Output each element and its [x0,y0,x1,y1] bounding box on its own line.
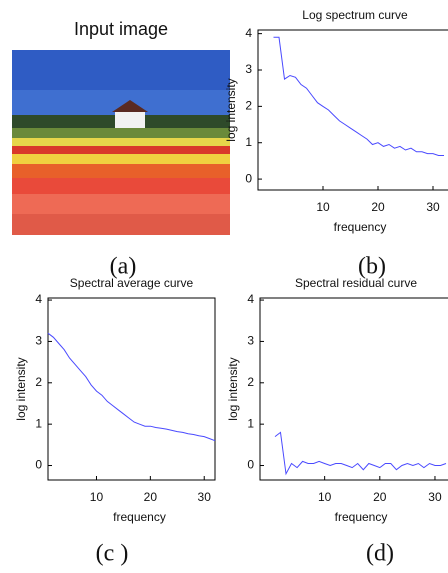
y-tick-label: 0 [245,171,252,185]
data-line [274,37,445,155]
image-title: Input image [74,19,168,39]
y-tick-label: 1 [245,135,252,149]
x-tick-label: 10 [316,200,330,214]
y-tick-label: 1 [35,416,42,430]
chart-title: Spectral average curve [70,276,194,290]
x-tick-label: 20 [371,200,385,214]
panel-label: (c ) [96,541,129,567]
data-line [48,333,215,441]
x-axis-label: frequency [113,510,166,524]
x-tick-label: 30 [426,200,440,214]
x-axis-label: frequency [335,510,388,524]
y-tick-label: 3 [35,334,42,348]
data-line [275,432,446,473]
y-tick-label: 2 [35,375,42,389]
chart-title: Spectral residual curve [295,276,417,290]
y-tick-label: 3 [245,62,252,76]
y-tick-label: 2 [247,375,254,389]
y-axis-label: log intensity [14,357,28,420]
x-tick-label: 20 [144,490,158,504]
x-tick-label: 20 [373,490,387,504]
y-tick-label: 0 [247,458,254,472]
x-tick-label: 30 [198,490,212,504]
chart-title: Log spectrum curve [302,8,408,22]
plot-frame [258,30,448,190]
x-tick-label: 10 [90,490,104,504]
x-tick-label: 30 [428,490,442,504]
plot-frame [260,298,448,480]
input-photo [12,50,230,235]
y-tick-label: 2 [245,99,252,113]
figure: Input image (a) (b) (c ) (d) Log spectru… [0,0,448,573]
y-tick-label: 1 [247,416,254,430]
panel-label: (d) [366,541,394,567]
y-tick-label: 0 [35,458,42,472]
y-axis-label: log intensity [226,357,240,420]
y-tick-label: 3 [247,334,254,348]
y-axis-label: log intensity [224,78,238,141]
x-tick-label: 10 [318,490,332,504]
plot-frame [48,298,215,480]
x-axis-label: frequency [334,220,387,234]
y-tick-label: 4 [247,292,254,306]
y-tick-label: 4 [35,292,42,306]
y-tick-label: 4 [245,26,252,40]
